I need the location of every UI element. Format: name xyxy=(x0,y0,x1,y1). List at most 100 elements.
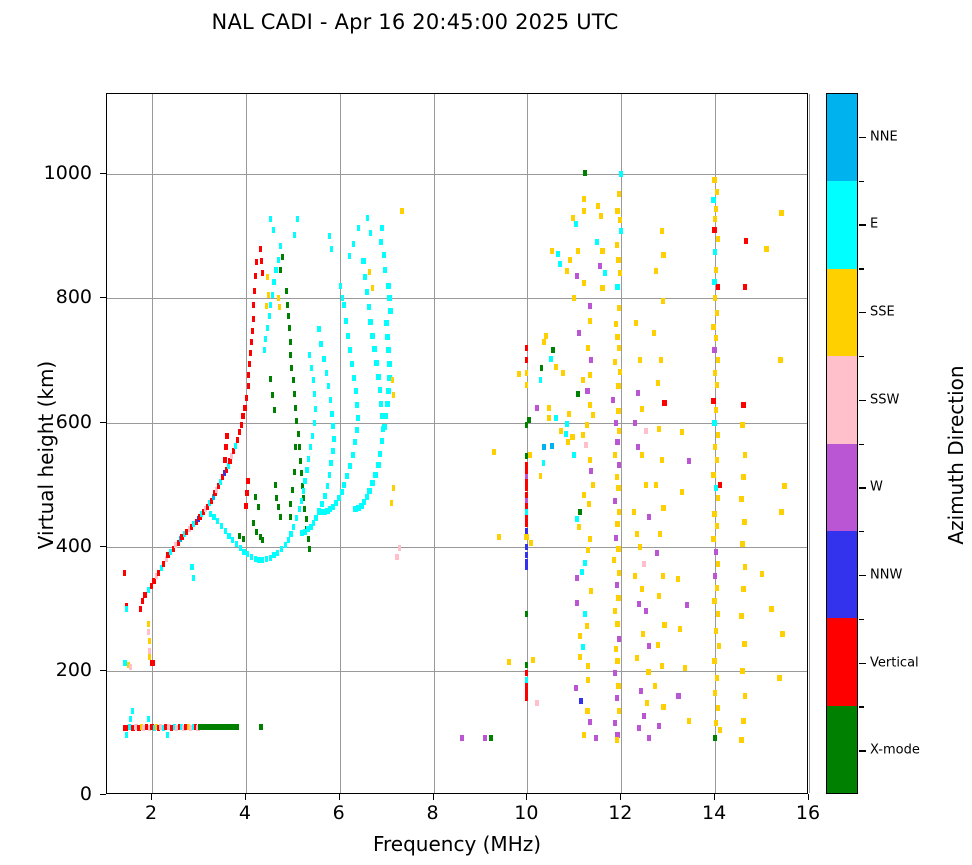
data-point xyxy=(348,462,353,469)
gridline-horizontal xyxy=(107,422,807,424)
data-point xyxy=(714,310,720,317)
colorbar-band-x-mode[interactable] xyxy=(827,705,857,793)
data-point xyxy=(180,533,184,540)
data-point xyxy=(524,670,529,677)
data-point xyxy=(777,675,783,682)
data-point xyxy=(566,410,571,417)
data-point xyxy=(524,382,529,389)
data-point xyxy=(640,630,645,637)
data-point xyxy=(321,356,326,363)
data-point xyxy=(177,723,181,730)
data-point xyxy=(327,471,332,478)
data-point xyxy=(710,536,716,543)
colorbar-band-w[interactable] xyxy=(827,443,857,531)
data-point xyxy=(717,727,723,734)
data-point xyxy=(391,485,395,492)
data-point xyxy=(546,404,552,411)
data-point xyxy=(636,444,641,451)
data-point xyxy=(217,482,221,489)
data-point xyxy=(524,479,529,486)
data-point xyxy=(375,461,381,468)
data-point xyxy=(261,270,265,277)
data-point xyxy=(124,732,128,739)
y-tick-label: 600 xyxy=(55,410,92,433)
data-point xyxy=(184,723,188,730)
data-point xyxy=(248,361,252,368)
data-point xyxy=(759,571,765,577)
colorbar-band-nne[interactable] xyxy=(827,94,857,182)
colorbar-tick xyxy=(859,399,866,402)
data-point xyxy=(189,523,194,530)
colorbar-label-ssw: SSW xyxy=(870,392,900,408)
data-point xyxy=(307,455,311,462)
data-point xyxy=(325,482,330,489)
data-point xyxy=(383,413,389,420)
data-point xyxy=(122,660,127,667)
colorbar-band-e[interactable] xyxy=(827,181,857,269)
colorbar-band-sse[interactable] xyxy=(827,268,857,357)
colorbar-band-ssw[interactable] xyxy=(827,356,857,444)
data-point xyxy=(638,357,643,364)
data-point xyxy=(614,582,619,589)
data-point xyxy=(237,532,241,539)
data-point xyxy=(659,456,664,463)
gridline-vertical xyxy=(809,94,810,793)
data-point xyxy=(161,724,165,731)
colorbar-band-vertical[interactable] xyxy=(827,618,857,706)
data-point xyxy=(196,516,200,523)
data-point xyxy=(633,573,638,580)
colorbar[interactable] xyxy=(826,93,858,794)
data-point xyxy=(686,458,691,464)
gridline-horizontal xyxy=(107,298,807,300)
data-point xyxy=(524,558,529,565)
data-point xyxy=(539,364,544,371)
data-point xyxy=(311,520,316,526)
data-point xyxy=(211,494,215,500)
data-point xyxy=(741,640,747,647)
data-point xyxy=(636,389,641,396)
data-point xyxy=(275,495,279,502)
data-point xyxy=(556,250,561,257)
data-point xyxy=(289,531,293,538)
data-point xyxy=(187,723,191,730)
data-point xyxy=(584,421,589,428)
data-point xyxy=(571,214,576,221)
data-point xyxy=(123,569,127,576)
data-point xyxy=(157,724,161,731)
data-marks-layer xyxy=(107,94,810,793)
data-point xyxy=(279,243,283,250)
data-point xyxy=(253,494,257,500)
data-point xyxy=(617,461,622,468)
data-point xyxy=(372,346,377,353)
data-point xyxy=(257,557,261,564)
x-tick-label: 6 xyxy=(332,802,345,824)
data-point xyxy=(366,214,370,221)
data-point xyxy=(281,254,284,261)
data-point xyxy=(524,344,529,351)
data-point xyxy=(614,695,619,702)
data-point xyxy=(739,737,744,744)
data-point xyxy=(351,374,356,381)
data-point xyxy=(298,458,302,464)
data-point xyxy=(251,301,256,308)
colorbar-separator-tick xyxy=(859,706,864,708)
data-point xyxy=(191,574,195,581)
data-point xyxy=(653,268,659,274)
data-point xyxy=(301,487,305,494)
gridline-vertical xyxy=(527,94,529,793)
data-point xyxy=(524,661,529,668)
colorbar-band-nnw[interactable] xyxy=(827,530,857,619)
colorbar-tick xyxy=(859,662,866,664)
data-point xyxy=(266,291,270,298)
data-point xyxy=(231,723,236,730)
data-point xyxy=(589,357,594,364)
data-point xyxy=(714,382,720,389)
data-point xyxy=(290,364,294,371)
data-point xyxy=(662,399,667,406)
data-point xyxy=(188,526,192,533)
data-point xyxy=(385,333,391,340)
data-point xyxy=(299,497,303,504)
data-point xyxy=(576,390,581,397)
data-point xyxy=(714,675,720,682)
data-point xyxy=(370,480,375,487)
